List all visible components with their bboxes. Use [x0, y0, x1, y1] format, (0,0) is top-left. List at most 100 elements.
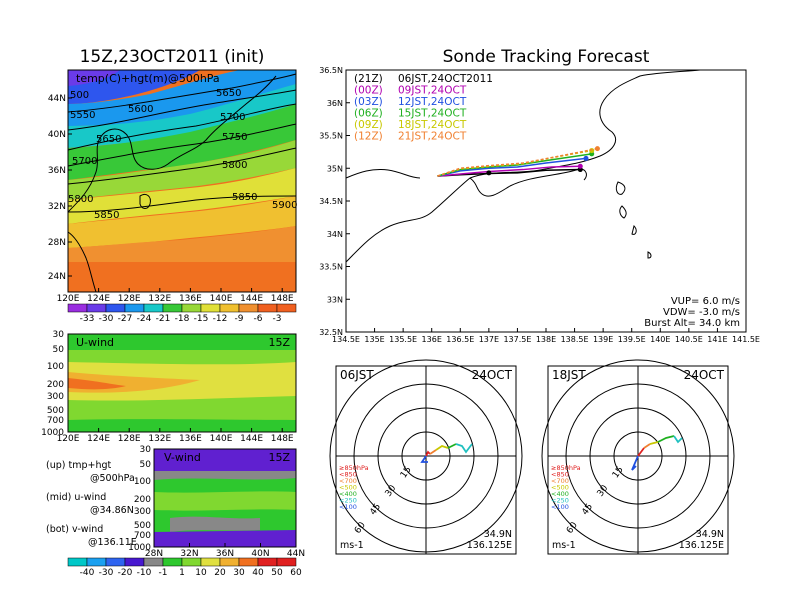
colorbar-label: 10	[195, 568, 207, 578]
contour-label: 5800	[222, 160, 247, 171]
vwind-band-bottom	[154, 530, 296, 547]
track-coastline-north	[345, 169, 421, 179]
track-line	[437, 165, 581, 177]
hodo-trace	[657, 435, 675, 443]
colorbar-label: -30	[99, 314, 114, 324]
temp-map-panel: 500 5550 5600 5650 5650 5700 5700 5750 5…	[48, 69, 297, 304]
colorbar-cell	[181, 303, 202, 313]
track-legend-zone: (00Z)	[354, 85, 383, 97]
lon-tick-label: 140E	[210, 294, 233, 304]
height-contour-5700	[67, 123, 297, 167]
colorbar-label: 60	[290, 568, 302, 578]
lat-tick-label: 35N	[327, 164, 343, 173]
lat-tick-label: 33N	[327, 295, 343, 304]
lon-tick-label: 138.5E	[561, 335, 589, 344]
legend-mid-level: @34.86N	[90, 505, 134, 516]
vwind-band-gray-low	[170, 516, 260, 532]
contour-label: 5750	[222, 132, 247, 143]
contour-label: 5650	[96, 134, 121, 145]
track-series-group	[437, 146, 600, 177]
uwind-label: U-wind	[76, 336, 114, 349]
track-line	[437, 153, 592, 177]
colorbar-label: -24	[137, 314, 152, 324]
pressure-tick-label: 1000	[41, 428, 64, 438]
track-legend-time: 18JST,24OCT	[398, 119, 467, 131]
track-coastline-honshu	[345, 69, 701, 263]
track-burst: Burst Alt= 34.0 km	[644, 318, 740, 329]
legend-up: (up) tmp+hgt	[46, 460, 112, 471]
legend-bot-level: @136.11E	[88, 537, 137, 548]
track-island-2	[619, 205, 627, 219]
lon-tick-label: 137.5E	[503, 335, 531, 344]
lon-tick-label: 136E	[422, 335, 442, 344]
pressure-tick-label: 200	[47, 380, 64, 390]
colorbar-cell	[238, 557, 259, 567]
legend-mid: (mid) u-wind	[46, 492, 106, 503]
colorbar-label: -10	[137, 568, 152, 578]
temp-map-label: temp(C)+hgt(m)@500hPa	[76, 72, 220, 85]
colorbar-cell	[276, 557, 297, 567]
lon-tick-label: 140E	[210, 434, 233, 444]
colorbar-cell	[219, 557, 240, 567]
lat-tick-label: 34.5N	[319, 197, 343, 206]
lon-tick-label: 144E	[240, 434, 263, 444]
lon-tick-label: 124E	[87, 294, 110, 304]
hodo-lat: 34.9N	[484, 529, 512, 540]
colorbar-cell	[105, 557, 126, 567]
colorbar-cell	[67, 303, 88, 313]
pressure-tick-label: 500	[134, 521, 151, 531]
hodo-legend-item: <850	[551, 471, 569, 479]
track-line	[437, 149, 592, 177]
pressure-tick-label: 100	[47, 362, 64, 372]
uwind-band-top	[68, 334, 296, 350]
lon-tick-label: 140.5E	[675, 335, 703, 344]
pressure-tick-label: 1000	[128, 543, 151, 553]
lon-tick-label: 124E	[87, 434, 110, 444]
vwind-lat-axis: 28N 32N 36N 40N 44N	[145, 543, 305, 559]
track-legend-time: 12JST,24OCT	[398, 96, 467, 108]
colorbar-label: -30	[99, 568, 114, 578]
lat-tick-label: 32N	[180, 549, 198, 559]
left-legend: (up) tmp+hgt @500hPa (mid) u-wind @34.86…	[46, 460, 137, 548]
colorbar-cell	[143, 303, 164, 313]
colorbar-label: 40	[252, 568, 264, 578]
hodo-time: 06JST	[340, 368, 374, 382]
temp-colorbar: -33 -30 -27 -24 -21 -18 -15 -12 -9 -6 -3	[67, 303, 297, 324]
vwind-band-gray	[154, 471, 296, 480]
pressure-tick-label: 500	[47, 406, 64, 416]
colorbar-cell	[276, 303, 297, 313]
temp-lat-axis: 44N 40N 36N 32N 28N 24N	[48, 94, 72, 282]
track-legend-zone: (21Z)	[354, 73, 383, 85]
vwind-band-light	[154, 491, 296, 511]
lon-tick-label: 139.5E	[618, 335, 646, 344]
hodo-time: 18JST	[552, 368, 586, 382]
uwind-lon-axis: 120E 124E 128E 132E 136E 140E 144E 148E	[57, 428, 294, 444]
pressure-tick-label: 100	[134, 477, 151, 487]
lon-tick-label: 135.5E	[389, 335, 417, 344]
hodo-legend-item: <700	[551, 477, 569, 485]
pressure-tick-label: 200	[134, 495, 151, 505]
lon-tick-label: 138E	[536, 335, 556, 344]
lon-tick-label: 120E	[57, 294, 80, 304]
lat-tick-label: 32.5N	[319, 328, 343, 337]
pressure-tick-label: 50	[140, 460, 152, 470]
temp-band-mild	[68, 84, 296, 148]
lon-tick-label: 135E	[364, 335, 384, 344]
hodo-legend-item: <400	[339, 490, 357, 498]
hodo-legend-item: <250	[551, 497, 569, 505]
contour-label: 5550	[70, 110, 95, 121]
hodo-trace	[455, 443, 473, 454]
track-island-3	[631, 225, 637, 235]
lat-tick-label: 24N	[48, 272, 66, 282]
colorbar-cell	[86, 303, 107, 313]
pressure-tick-label: 30	[53, 330, 65, 340]
temp-band-green	[68, 104, 296, 180]
hodo-legend-item: <500	[551, 484, 569, 492]
hodo-lon: 136.125E	[467, 540, 512, 551]
height-contour-5650	[67, 103, 297, 151]
hodo-lon: 136.125E	[679, 540, 724, 551]
colorbar-label: -33	[80, 314, 95, 324]
track-legend-zone: (09Z)	[354, 119, 383, 131]
